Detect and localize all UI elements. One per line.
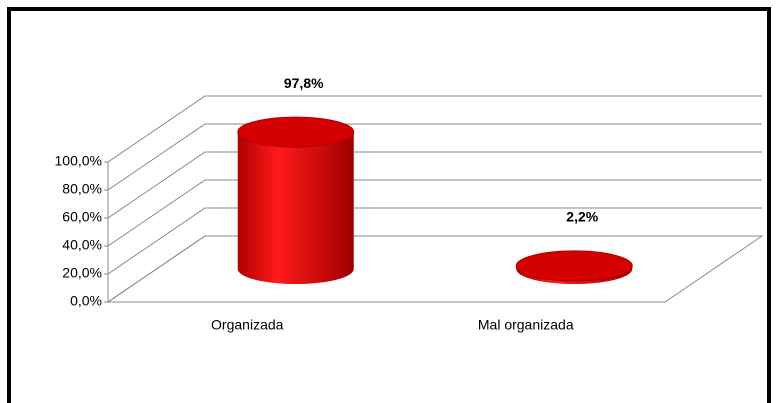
grid-line bbox=[104, 151, 762, 219]
grid-line bbox=[104, 179, 762, 247]
grid-line bbox=[104, 123, 762, 191]
y-tick-label: 20,0% bbox=[62, 265, 102, 281]
bar-top bbox=[515, 250, 633, 282]
frame bbox=[7, 7, 771, 403]
bar-body bbox=[237, 132, 354, 284]
y-tick-label: 80,0% bbox=[62, 181, 102, 197]
grid-line bbox=[104, 95, 762, 163]
grid-line bbox=[104, 235, 762, 303]
floor bbox=[107, 235, 764, 303]
x-tick-label: Organizada bbox=[211, 317, 284, 333]
bar bbox=[237, 116, 355, 284]
y-tick-label: 40,0% bbox=[62, 237, 102, 253]
data-label: 2,2% bbox=[566, 209, 598, 225]
grid-line bbox=[104, 207, 762, 275]
bar bbox=[515, 250, 633, 284]
x-tick-label: Mal organizada bbox=[478, 317, 574, 333]
bar-top bbox=[237, 116, 355, 148]
data-label: 97,8% bbox=[284, 75, 324, 91]
y-tick-label: 0,0% bbox=[70, 293, 102, 309]
y-tick-label: 60,0% bbox=[62, 209, 102, 225]
y-tick-label: 100,0% bbox=[55, 153, 102, 169]
